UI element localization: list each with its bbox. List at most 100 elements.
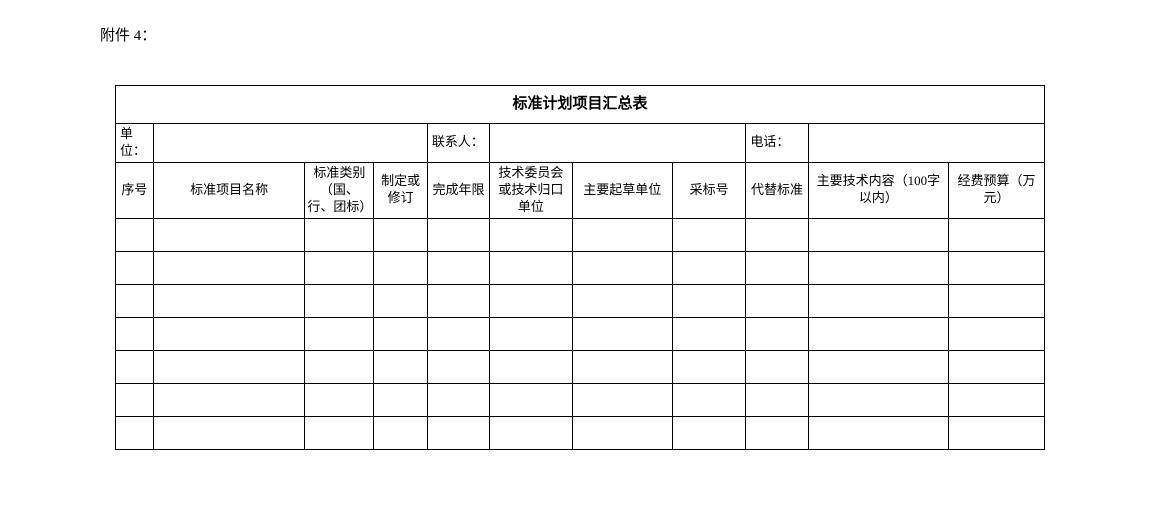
cell bbox=[949, 218, 1045, 251]
table-row bbox=[116, 251, 1045, 284]
cell bbox=[746, 317, 808, 350]
col-header-category: 标准类别（国、行、团标） bbox=[305, 162, 374, 218]
cell bbox=[116, 218, 154, 251]
info-phone-value bbox=[808, 124, 1044, 163]
col-header-drafter: 主要起草单位 bbox=[572, 162, 672, 218]
cell bbox=[427, 350, 489, 383]
cell bbox=[116, 383, 154, 416]
cell bbox=[949, 251, 1045, 284]
col-header-tech: 主要技术内容（100字以内） bbox=[808, 162, 948, 218]
cell bbox=[490, 218, 572, 251]
cell bbox=[672, 251, 746, 284]
cell bbox=[490, 350, 572, 383]
summary-table: 标准计划项目汇总表 单位： 联系人： 电话： 序号 标准项目名称 标准类别（国、… bbox=[115, 85, 1045, 450]
cell bbox=[427, 383, 489, 416]
info-phone-label: 电话： bbox=[746, 124, 808, 163]
table-row bbox=[116, 317, 1045, 350]
cell bbox=[572, 218, 672, 251]
cell bbox=[374, 251, 427, 284]
table-title: 标准计划项目汇总表 bbox=[116, 86, 1045, 124]
cell bbox=[572, 251, 672, 284]
cell bbox=[572, 416, 672, 449]
cell bbox=[116, 317, 154, 350]
table-title-row: 标准计划项目汇总表 bbox=[116, 86, 1045, 124]
cell bbox=[374, 218, 427, 251]
cell bbox=[672, 416, 746, 449]
col-header-budget: 经费预算（万元） bbox=[949, 162, 1045, 218]
cell bbox=[490, 317, 572, 350]
summary-table-wrapper: 标准计划项目汇总表 单位： 联系人： 电话： 序号 标准项目名称 标准类别（国、… bbox=[115, 85, 1045, 450]
cell bbox=[153, 251, 304, 284]
cell bbox=[374, 383, 427, 416]
cell bbox=[374, 284, 427, 317]
info-unit-value bbox=[153, 124, 427, 163]
info-contact-value bbox=[490, 124, 746, 163]
table-row bbox=[116, 218, 1045, 251]
cell bbox=[746, 350, 808, 383]
cell bbox=[374, 350, 427, 383]
cell bbox=[490, 251, 572, 284]
col-header-name: 标准项目名称 bbox=[153, 162, 304, 218]
cell bbox=[949, 416, 1045, 449]
cell bbox=[572, 350, 672, 383]
cell bbox=[153, 383, 304, 416]
info-unit-label: 单位： bbox=[116, 124, 154, 163]
cell bbox=[374, 317, 427, 350]
table-header-row: 序号 标准项目名称 标准类别（国、行、团标） 制定或修订 完成年限 技术委员会或… bbox=[116, 162, 1045, 218]
cell bbox=[949, 383, 1045, 416]
cell bbox=[153, 284, 304, 317]
cell bbox=[305, 416, 374, 449]
col-header-year: 完成年限 bbox=[427, 162, 489, 218]
cell bbox=[305, 383, 374, 416]
attachment-label: 附件 4： bbox=[100, 24, 156, 45]
cell bbox=[116, 416, 154, 449]
cell bbox=[153, 350, 304, 383]
cell bbox=[427, 251, 489, 284]
col-header-mode: 制定或修订 bbox=[374, 162, 427, 218]
cell bbox=[672, 284, 746, 317]
cell bbox=[672, 350, 746, 383]
cell bbox=[949, 350, 1045, 383]
cell bbox=[427, 317, 489, 350]
cell bbox=[305, 218, 374, 251]
table-info-row: 单位： 联系人： 电话： bbox=[116, 124, 1045, 163]
table-row bbox=[116, 284, 1045, 317]
cell bbox=[808, 251, 948, 284]
table-row bbox=[116, 350, 1045, 383]
cell bbox=[427, 416, 489, 449]
col-header-bid: 采标号 bbox=[672, 162, 746, 218]
cell bbox=[572, 383, 672, 416]
cell bbox=[808, 383, 948, 416]
cell bbox=[116, 350, 154, 383]
cell bbox=[572, 284, 672, 317]
cell bbox=[305, 284, 374, 317]
cell bbox=[572, 317, 672, 350]
col-header-committee: 技术委员会或技术归口单位 bbox=[490, 162, 572, 218]
cell bbox=[808, 218, 948, 251]
cell bbox=[672, 383, 746, 416]
cell bbox=[949, 317, 1045, 350]
cell bbox=[808, 284, 948, 317]
table-row bbox=[116, 416, 1045, 449]
cell bbox=[374, 416, 427, 449]
cell bbox=[490, 284, 572, 317]
cell bbox=[305, 251, 374, 284]
col-header-replace: 代替标准 bbox=[746, 162, 808, 218]
cell bbox=[153, 317, 304, 350]
cell bbox=[153, 416, 304, 449]
cell bbox=[116, 251, 154, 284]
cell bbox=[305, 350, 374, 383]
table-row bbox=[116, 383, 1045, 416]
cell bbox=[490, 383, 572, 416]
cell bbox=[808, 317, 948, 350]
cell bbox=[746, 284, 808, 317]
cell bbox=[746, 218, 808, 251]
cell bbox=[490, 416, 572, 449]
cell bbox=[746, 251, 808, 284]
col-header-seq: 序号 bbox=[116, 162, 154, 218]
cell bbox=[153, 218, 304, 251]
cell bbox=[808, 350, 948, 383]
cell bbox=[746, 383, 808, 416]
cell bbox=[672, 218, 746, 251]
cell bbox=[305, 317, 374, 350]
